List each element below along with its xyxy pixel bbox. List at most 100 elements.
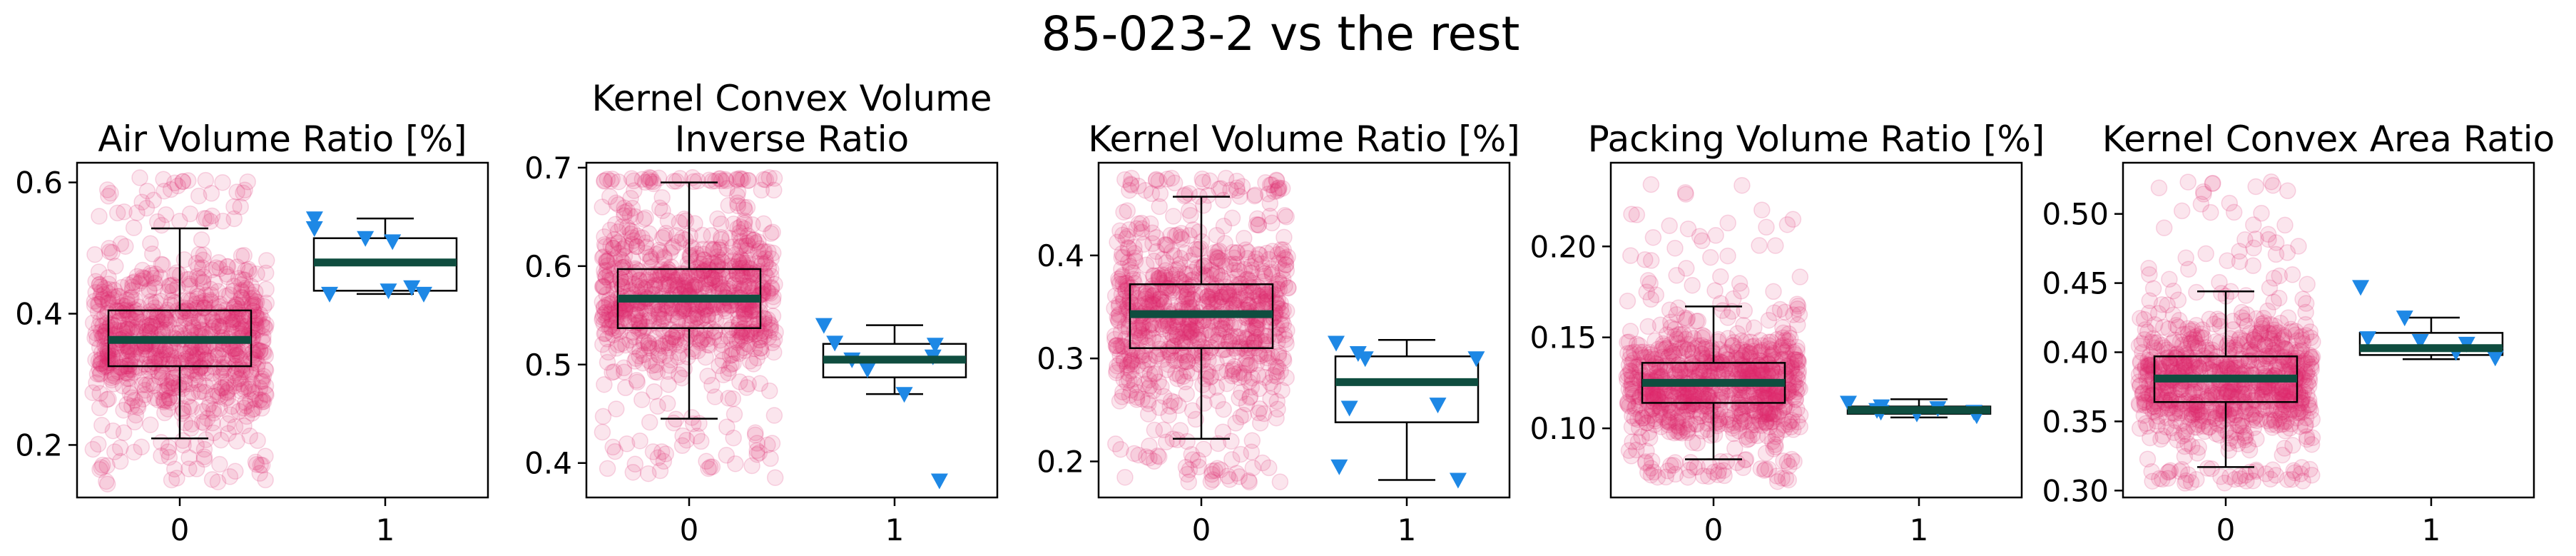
rest-point [237, 262, 254, 279]
rest-point [1119, 202, 1136, 220]
rest-point [1214, 288, 1231, 305]
rest-point [2150, 179, 2168, 196]
rest-point [136, 270, 153, 287]
rest-point [105, 288, 123, 305]
rest-point [1251, 246, 1268, 264]
rest-point [621, 314, 638, 332]
rest-point [197, 286, 215, 304]
rest-point [714, 266, 731, 284]
rest-point [760, 243, 777, 261]
rest-point [176, 414, 194, 432]
rest-point [150, 391, 167, 409]
rest-point [229, 300, 246, 318]
rest-point [1196, 395, 1213, 412]
rest-point [254, 393, 271, 410]
rest-point [244, 375, 261, 393]
rest-point [746, 302, 763, 320]
rest-point [597, 238, 614, 255]
y-tick-label: 0.3 [1037, 341, 1084, 376]
rest-point [98, 457, 116, 475]
rest-point [188, 268, 206, 285]
rest-point [643, 357, 661, 374]
rest-point [1122, 261, 1139, 278]
rest-point [621, 331, 638, 349]
rest-point [1238, 320, 1256, 338]
rest-point [248, 317, 265, 334]
rest-point [1228, 244, 1246, 261]
rest-point [185, 319, 202, 336]
rest-point [118, 370, 136, 388]
rest-point [1261, 374, 1279, 391]
rest-point [1113, 249, 1131, 266]
rest-point [601, 221, 619, 239]
rest-point [1135, 319, 1153, 336]
rest-point [717, 171, 734, 188]
rest-point [631, 314, 648, 332]
rest-point [1138, 448, 1155, 465]
rest-point [1162, 226, 1179, 244]
rest-point [1151, 185, 1169, 202]
rest-point [1178, 323, 1196, 340]
rest-point [703, 273, 721, 291]
rest-point [244, 343, 262, 361]
rest-point [1215, 191, 1232, 209]
rest-point [699, 307, 716, 325]
rest-point [161, 352, 178, 370]
rest-point [685, 305, 703, 323]
rest-point [219, 268, 236, 285]
rest-point [195, 450, 213, 468]
rest-point [606, 443, 623, 460]
rest-point [628, 373, 646, 391]
rest-point [751, 240, 769, 257]
rest-point [731, 373, 748, 390]
rest-point [2231, 470, 2249, 487]
rest-point [751, 331, 769, 349]
rest-point [2279, 309, 2297, 326]
rest-point [90, 263, 108, 280]
rest-point [205, 318, 223, 335]
rest-point [623, 236, 641, 253]
rest-point [233, 375, 250, 393]
rest-point [143, 315, 161, 333]
rest-point [641, 173, 658, 190]
rest-point [255, 344, 273, 361]
rest-point [1701, 403, 1719, 420]
rest-points-cloud [84, 169, 275, 492]
rest-point [711, 241, 728, 258]
rest-point [738, 335, 755, 353]
rest-point [649, 266, 666, 283]
rest-point [596, 278, 613, 295]
rest-point [159, 443, 177, 460]
rest-point [763, 261, 780, 278]
rest-point [728, 187, 746, 204]
rest-point [133, 272, 150, 290]
rest-point [594, 408, 612, 425]
rest-point [1158, 254, 1175, 271]
rest-point [631, 271, 648, 288]
rest-point [660, 276, 678, 294]
rest-point [596, 262, 613, 279]
rest-point [708, 258, 726, 276]
selected-point [357, 231, 375, 247]
rest-point [1238, 328, 1256, 346]
rest-point [598, 286, 615, 303]
rest-point [2276, 216, 2294, 234]
rest-point [599, 261, 616, 279]
rest-point [1243, 369, 1261, 387]
rest-point [1126, 252, 1144, 270]
rest-point [234, 296, 252, 314]
rest-point [2211, 273, 2228, 291]
rest-point [729, 197, 747, 215]
rest-point [210, 318, 228, 335]
rest-point [610, 234, 627, 252]
rest-point [234, 271, 252, 288]
rest-point [223, 304, 240, 322]
y-tick-label: 0.6 [524, 249, 572, 284]
rest-point [600, 343, 617, 361]
rest-point [660, 340, 678, 357]
rest-point [638, 318, 656, 335]
rest-point [605, 240, 622, 257]
rest-point [626, 276, 643, 293]
rest-point [1169, 260, 1187, 278]
rest-point [84, 314, 102, 332]
